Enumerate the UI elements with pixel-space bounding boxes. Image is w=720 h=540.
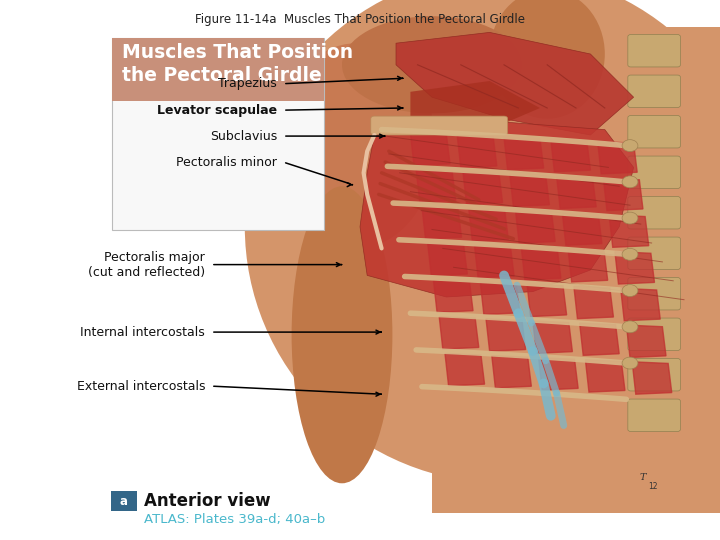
FancyBboxPatch shape	[371, 116, 508, 135]
Ellipse shape	[622, 321, 638, 333]
FancyBboxPatch shape	[628, 75, 680, 107]
Polygon shape	[533, 321, 572, 353]
Ellipse shape	[292, 186, 392, 483]
FancyBboxPatch shape	[628, 399, 680, 431]
Ellipse shape	[622, 248, 638, 260]
Polygon shape	[626, 325, 666, 357]
Polygon shape	[360, 119, 634, 297]
Text: a: a	[120, 495, 128, 508]
FancyBboxPatch shape	[628, 237, 680, 269]
Ellipse shape	[342, 16, 522, 113]
Polygon shape	[574, 286, 613, 319]
FancyBboxPatch shape	[628, 156, 680, 188]
FancyBboxPatch shape	[112, 38, 324, 101]
Polygon shape	[486, 319, 526, 351]
Polygon shape	[416, 170, 456, 202]
Text: 12: 12	[648, 482, 657, 491]
Polygon shape	[410, 81, 540, 130]
Bar	[432, 27, 720, 513]
Text: Trapezius: Trapezius	[218, 77, 277, 90]
Ellipse shape	[622, 357, 638, 369]
Text: T: T	[639, 474, 646, 482]
Bar	[0, 0, 331, 540]
FancyBboxPatch shape	[628, 116, 680, 148]
Polygon shape	[445, 353, 485, 386]
Text: Pectoralis major
(cut and reflected): Pectoralis major (cut and reflected)	[88, 251, 205, 279]
Polygon shape	[510, 174, 549, 206]
Polygon shape	[539, 357, 578, 390]
Text: External intercostals: External intercostals	[77, 380, 205, 393]
Polygon shape	[457, 135, 497, 167]
Polygon shape	[632, 362, 672, 394]
Polygon shape	[527, 284, 567, 316]
Text: Figure 11-14a  Muscles That Position the Pectoral Girdle: Figure 11-14a Muscles That Position the …	[195, 14, 525, 26]
FancyBboxPatch shape	[628, 318, 680, 350]
Text: Internal intercostals: Internal intercostals	[81, 326, 205, 339]
Polygon shape	[615, 252, 654, 284]
Ellipse shape	[277, 43, 436, 248]
Polygon shape	[557, 176, 596, 208]
Polygon shape	[516, 211, 555, 243]
Polygon shape	[463, 172, 503, 204]
Polygon shape	[422, 206, 462, 239]
FancyBboxPatch shape	[628, 278, 680, 310]
Polygon shape	[603, 178, 643, 211]
Polygon shape	[396, 32, 634, 135]
Polygon shape	[439, 316, 479, 349]
Polygon shape	[580, 323, 619, 355]
Ellipse shape	[490, 0, 605, 119]
Polygon shape	[598, 141, 637, 174]
FancyBboxPatch shape	[628, 359, 680, 391]
Text: Anterior view: Anterior view	[144, 491, 271, 510]
Polygon shape	[609, 215, 649, 247]
Polygon shape	[428, 243, 467, 275]
Polygon shape	[562, 213, 602, 245]
Ellipse shape	[622, 212, 638, 224]
Polygon shape	[474, 245, 514, 278]
Polygon shape	[585, 360, 625, 392]
Text: Muscles That Position
the Pectoral Girdle: Muscles That Position the Pectoral Girdl…	[122, 43, 353, 85]
Text: Levator scapulae: Levator scapulae	[157, 104, 277, 117]
Polygon shape	[480, 282, 520, 314]
Polygon shape	[492, 355, 531, 388]
FancyBboxPatch shape	[628, 197, 680, 229]
Text: Subclavius: Subclavius	[210, 130, 277, 143]
FancyBboxPatch shape	[111, 491, 137, 511]
Text: ATLAS: Plates 39a-d; 40a–b: ATLAS: Plates 39a-d; 40a–b	[144, 513, 325, 526]
Ellipse shape	[622, 140, 638, 152]
Polygon shape	[469, 208, 508, 241]
Ellipse shape	[622, 176, 638, 188]
Polygon shape	[410, 133, 450, 165]
FancyBboxPatch shape	[112, 38, 324, 230]
Polygon shape	[551, 139, 590, 172]
Polygon shape	[433, 280, 473, 312]
Polygon shape	[568, 249, 608, 282]
FancyBboxPatch shape	[628, 35, 680, 67]
Text: Pectoralis minor: Pectoralis minor	[176, 156, 277, 168]
Ellipse shape	[245, 0, 720, 483]
Polygon shape	[521, 247, 561, 280]
Polygon shape	[504, 137, 544, 170]
Polygon shape	[621, 288, 660, 321]
Ellipse shape	[622, 285, 638, 296]
